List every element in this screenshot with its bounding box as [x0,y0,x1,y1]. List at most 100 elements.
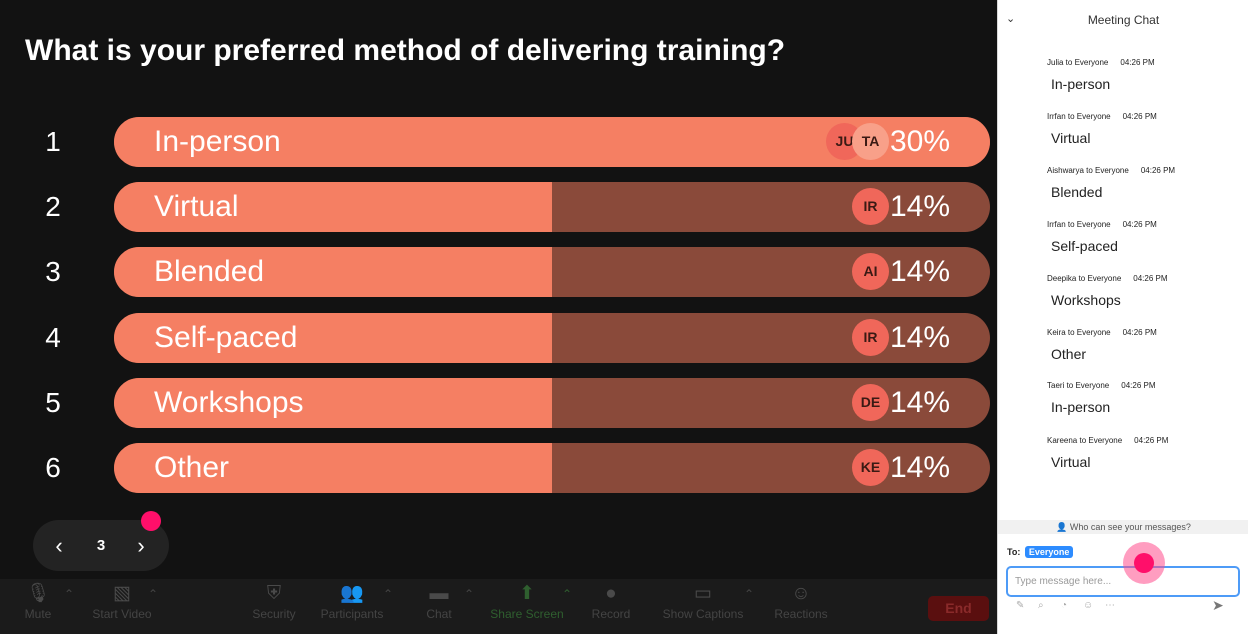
show-captions-label: Show Captions [662,607,744,621]
chat-message-input[interactable] [1006,566,1240,597]
shield-icon: ⛨ [266,583,282,604]
message-sender: Irrfan to Everyone [1047,220,1111,229]
message-meta: Kareena to Everyone 04:26 PM [1047,436,1237,445]
message-time: 04:26 PM [1121,381,1156,390]
message-meta: Taeri to Everyone 04:26 PM [1047,381,1237,390]
option-number: 2 [45,191,61,222]
poll-question: What is your preferred method of deliver… [25,34,786,67]
chat-options-caret-icon[interactable]: ⌃ [464,587,475,601]
security-button[interactable]: ⛨ Security [248,579,300,634]
option-percent: 14% [889,451,950,484]
option-bar-fill [114,313,552,363]
record-label: Record [591,607,631,621]
chevron-down-icon[interactable]: ⌄ [1006,13,1016,25]
participants-icon: 👥 [340,583,364,604]
chat-message: Julia to Everyone 04:26 PM In-person [1047,58,1237,92]
message-meta: Keira to Everyone 04:26 PM [1047,328,1237,337]
message-time: 04:26 PM [1122,328,1157,337]
emoji-icon[interactable]: ☺ [1083,600,1094,611]
option-number: 5 [45,387,61,418]
chat-label: Chat [426,607,452,621]
message-text: Other [1051,346,1087,362]
start-video-button[interactable]: ▧ Start Video [86,579,158,634]
captions-options-caret-icon[interactable]: ⌃ [744,587,755,601]
message-meta: Deepika to Everyone 04:26 PM [1047,274,1237,283]
reactions-button[interactable]: ☺ Reactions [770,579,832,634]
show-captions-button[interactable]: ▭ Show Captions [656,579,750,634]
option-label: Workshops [154,386,304,419]
message-text: In-person [1051,76,1111,92]
share-screen-label: Share Screen [490,607,564,621]
poll-option-row: 6 Other KE 14% [0,443,997,493]
option-bar-fill [114,443,552,493]
message-time: 04:26 PM [1120,58,1155,67]
option-bar: Virtual IR 14% [114,182,990,232]
participants-button[interactable]: 👥 Participants [316,579,388,634]
chat-message: Taeri to Everyone 04:26 PM In-person [1047,381,1237,415]
poll-option-row: 1 In-person JU TA 30% [0,117,997,167]
message-time: 04:26 PM [1122,112,1157,121]
presentation-stage: What is your preferred method of deliver… [0,0,997,634]
voter-avatar: DE [852,384,889,421]
next-slide-button[interactable]: › [121,520,161,571]
screenshot-icon[interactable]: ⌕ [1038,600,1044,611]
option-label: In-person [154,125,281,158]
option-bar: Blended AI 14% [114,247,990,297]
who-can-see-link[interactable]: 👤 Who can see your messages? [998,520,1248,534]
previous-slide-button[interactable]: ‹ [39,520,79,571]
message-text: In-person [1051,399,1111,415]
to-label: To: [1007,547,1021,557]
send-icon[interactable]: ➤ [1212,597,1224,613]
option-label: Blended [154,255,265,288]
file-icon[interactable]: ◔ [1061,600,1068,611]
reactions-icon: ☺ [791,583,811,604]
message-sender: Kareena to Everyone [1047,436,1123,445]
option-bar-fill [114,247,552,297]
option-number: 6 [45,452,61,483]
click-indicator [1134,553,1154,573]
message-text: Virtual [1051,130,1091,146]
option-bar-fill [114,378,552,428]
message-time: 04:26 PM [1134,436,1169,445]
option-bar: Workshops DE 14% [114,378,990,428]
recipient-row: To: Everyone [1007,546,1074,558]
record-button[interactable]: ● Record [588,579,634,634]
participants-options-caret-icon[interactable]: ⌃ [383,587,394,601]
mute-button[interactable]: 🎙 Mute [18,579,58,634]
message-sender: Aishwarya to Everyone [1047,166,1129,175]
message-sender: Keira to Everyone [1047,328,1111,337]
more-icon[interactable]: ⋯ [1105,600,1115,611]
message-meta: Julia to Everyone 04:26 PM [1047,58,1237,67]
option-number: 1 [45,126,61,157]
meeting-toolbar: 🎙 Mute ⌃ ▧ Start Video ⌃ ⛨ Security 👥 Pa… [0,579,997,634]
participants-label: Participants [320,607,384,621]
share-options-caret-icon[interactable]: ⌃ [562,587,573,601]
chat-button[interactable]: ▬ Chat [420,579,458,634]
chat-message: Keira to Everyone 04:26 PM Other [1047,328,1237,362]
end-meeting-button[interactable]: End [928,596,989,621]
message-meta: Aishwarya to Everyone 04:26 PM [1047,166,1237,175]
option-bar: Self-paced IR 14% [114,313,990,363]
audio-options-caret-icon[interactable]: ⌃ [64,587,75,601]
recipient-selector[interactable]: Everyone [1024,546,1074,558]
reactions-label: Reactions [774,607,828,621]
voter-avatar: IR [852,188,889,225]
message-text: Self-paced [1051,238,1118,254]
mute-label: Mute [24,607,52,621]
message-sender: Irrfan to Everyone [1047,112,1111,121]
option-bar: Other KE 14% [114,443,990,493]
option-percent: 14% [889,321,950,354]
message-meta: Irrfan to Everyone 04:26 PM [1047,112,1237,121]
poll-option-row: 4 Self-paced IR 14% [0,313,997,363]
video-options-caret-icon[interactable]: ⌃ [148,587,159,601]
voter-avatar: TA [852,123,889,160]
share-screen-button[interactable]: ⬆ Share Screen [486,579,568,634]
format-icon[interactable]: ✎ [1016,600,1025,611]
who-can-see-text: Who can see your messages? [1069,522,1191,532]
current-page-number: 3 [96,537,106,554]
video-off-icon: ▧ [113,583,131,604]
message-sender: Deepika to Everyone [1047,274,1122,283]
message-time: 04:26 PM [1140,166,1176,175]
security-label: Security [252,607,296,621]
option-label: Other [154,451,230,484]
